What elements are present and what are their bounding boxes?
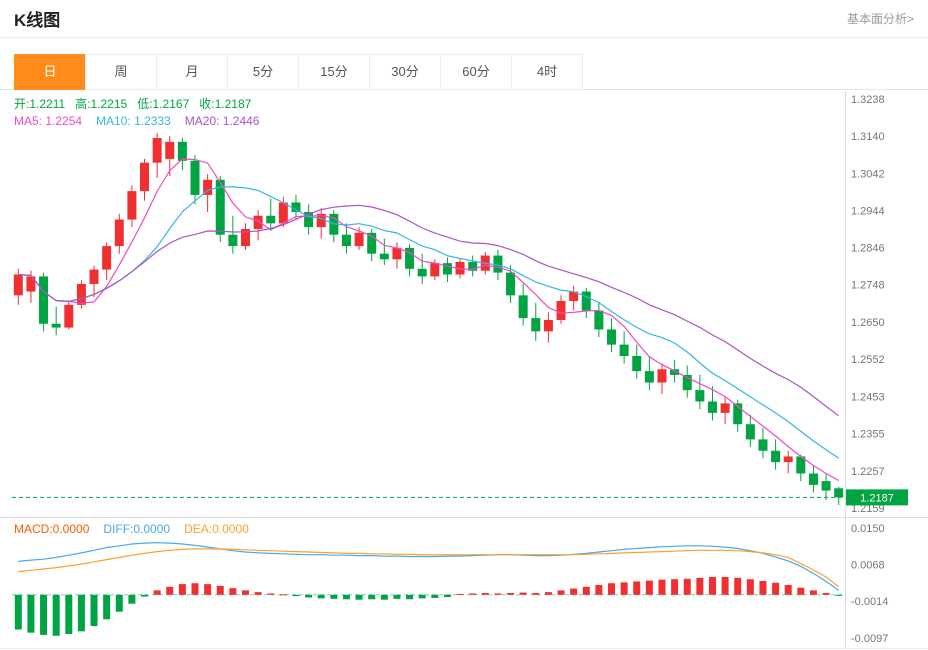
svg-text:1.2846: 1.2846 xyxy=(851,243,885,255)
svg-text:-0.0097: -0.0097 xyxy=(851,633,888,645)
svg-text:1.2257: 1.2257 xyxy=(851,466,885,478)
ma-legend: MA5: 1.2254 MA10: 1.2333 MA20: 1.2446 xyxy=(14,114,259,128)
tab-15min[interactable]: 15分 xyxy=(298,54,370,90)
ma10-value: MA10: 1.2333 xyxy=(96,114,171,128)
page-title: K线图 xyxy=(14,11,61,30)
ohlc-close-value: 收:1.2187 xyxy=(199,97,252,111)
ohlc-open-value: 开:1.2211 xyxy=(14,97,66,111)
svg-text:1.2453: 1.2453 xyxy=(851,392,885,404)
timeframe-tabbar: 日 周 月 5分 15分 30分 60分 4时 xyxy=(0,54,928,90)
ma20-value: MA20: 1.2446 xyxy=(184,114,260,128)
svg-text:1.2355: 1.2355 xyxy=(851,429,885,441)
svg-text:1.2187: 1.2187 xyxy=(860,492,894,504)
ohlc-legend: 开:1.2211 高:1.2215 低:1.2167 收:1.2187 xyxy=(14,95,251,112)
diff-value: DIFF:0.0000 xyxy=(103,522,171,536)
tab-60min[interactable]: 60分 xyxy=(440,54,512,90)
tab-month[interactable]: 月 xyxy=(156,54,228,90)
svg-text:1.3238: 1.3238 xyxy=(851,94,885,106)
svg-text:1.2944: 1.2944 xyxy=(851,205,885,217)
dea-value: DEA:0.0000 xyxy=(184,522,249,536)
svg-text:0.0068: 0.0068 xyxy=(851,560,885,572)
tab-day[interactable]: 日 xyxy=(14,54,86,90)
svg-text:1.2748: 1.2748 xyxy=(851,280,885,292)
tab-30min[interactable]: 30分 xyxy=(369,54,441,90)
tab-4hour[interactable]: 4时 xyxy=(511,54,583,90)
fundamental-analysis-link[interactable]: 基本面分析> xyxy=(846,12,914,26)
svg-text:1.2650: 1.2650 xyxy=(851,317,885,329)
macd-legend: MACD:0.0000 DIFF:0.0000 DEA:0.0000 xyxy=(14,522,249,536)
svg-text:1.3140: 1.3140 xyxy=(851,131,885,143)
svg-text:1.3042: 1.3042 xyxy=(851,168,885,180)
svg-text:-0.0014: -0.0014 xyxy=(851,596,888,608)
ma5-value: MA5: 1.2254 xyxy=(14,114,83,128)
svg-text:1.2552: 1.2552 xyxy=(851,354,885,366)
svg-text:1.2159: 1.2159 xyxy=(851,503,885,515)
tab-week[interactable]: 周 xyxy=(85,54,157,90)
svg-text:0.0150: 0.0150 xyxy=(851,523,885,535)
macd-value: MACD:0.0000 xyxy=(14,522,90,536)
tab-5min[interactable]: 5分 xyxy=(227,54,299,90)
ohlc-low-value: 低:1.2167 xyxy=(137,97,190,111)
ohlc-high-value: 高:1.2215 xyxy=(75,97,128,111)
page-header: K线图 基本面分析> xyxy=(0,0,928,38)
